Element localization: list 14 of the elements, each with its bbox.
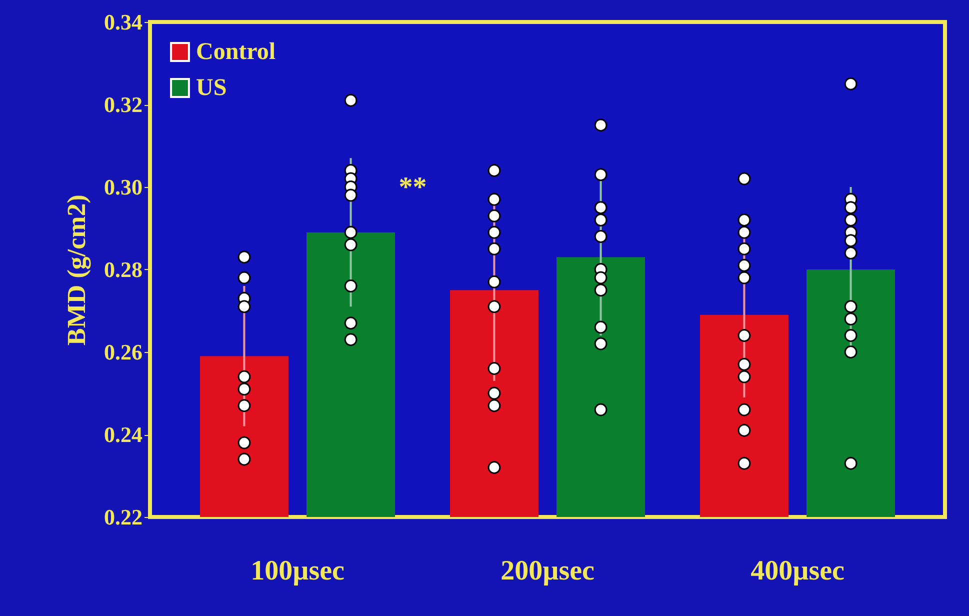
legend-label: US (196, 75, 227, 101)
y-tick-label: 0.22 (104, 504, 142, 530)
y-tick-label: 0.24 (104, 422, 142, 447)
x-tick-label: 400µsec (750, 556, 844, 586)
annotation: ** (398, 172, 427, 204)
y-tick-label: 0.26 (104, 340, 142, 364)
x-tick-label: 200µsec (500, 556, 594, 586)
x-tick-label: 100µsec (250, 556, 344, 586)
y-tick-label: 0.28 (104, 257, 142, 282)
y-axis-title: BMD (g/cm2) (62, 194, 91, 346)
y-tick-label: 0.32 (104, 92, 142, 117)
legend-label: Control (196, 39, 276, 65)
y-tick-label: 0.34 (104, 10, 142, 34)
y-tick-label: 0.30 (104, 174, 142, 200)
